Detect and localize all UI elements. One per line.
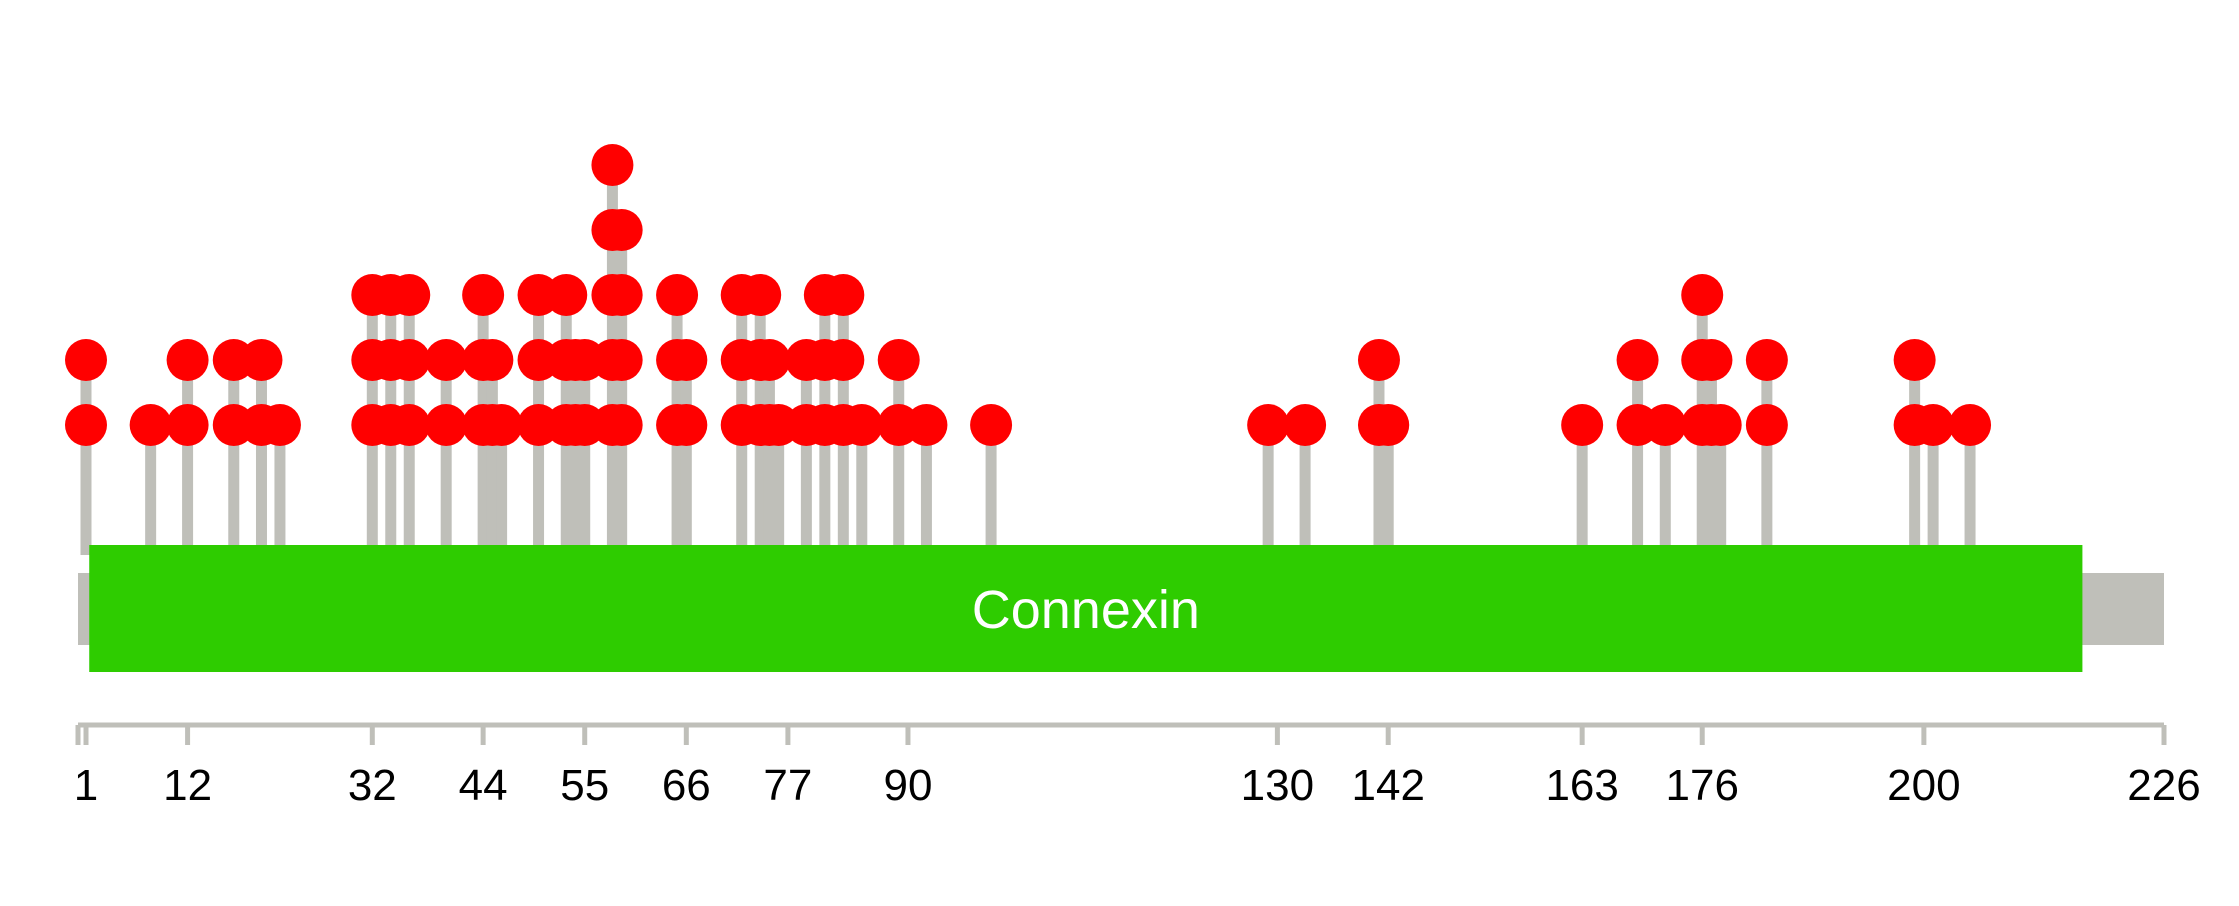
domain-label: Connexin bbox=[972, 580, 1200, 640]
mutation-dot bbox=[905, 404, 948, 446]
mutation-dot bbox=[1367, 404, 1410, 446]
mutation-dot bbox=[822, 339, 865, 381]
mutation-dot bbox=[739, 274, 782, 316]
mutation-dot bbox=[1247, 404, 1290, 446]
mutation-dot bbox=[1284, 404, 1327, 446]
mutation-dot bbox=[840, 404, 883, 446]
mutation-dot bbox=[388, 404, 431, 446]
mutation-dot bbox=[1616, 339, 1659, 381]
mutation-dot bbox=[388, 274, 431, 316]
axis-tick-label: 1 bbox=[74, 761, 98, 810]
mutation-dot bbox=[258, 404, 301, 446]
axis-tick-label: 226 bbox=[2127, 761, 2200, 810]
axis-tick-label: 77 bbox=[763, 761, 812, 810]
mutation-dot bbox=[1644, 404, 1687, 446]
axis-tick-label: 163 bbox=[1545, 761, 1618, 810]
mutation-dot bbox=[388, 339, 431, 381]
mutation-dot bbox=[656, 274, 699, 316]
mutation-dot bbox=[1561, 404, 1604, 446]
axis-tick-label: 12 bbox=[163, 761, 212, 810]
mutation-dot bbox=[425, 404, 468, 446]
axis-tick-label: 32 bbox=[348, 761, 397, 810]
axis-tick-label: 176 bbox=[1666, 761, 1739, 810]
axis-tick-label: 55 bbox=[560, 761, 609, 810]
mutation-dot bbox=[65, 404, 107, 446]
mutation-dot bbox=[1893, 339, 1936, 381]
mutation-dot bbox=[480, 404, 523, 446]
axis-tick-label: 142 bbox=[1352, 761, 1425, 810]
mutation-dot bbox=[1690, 339, 1733, 381]
mutation-dot bbox=[665, 404, 708, 446]
mutation-dots-layer bbox=[65, 144, 1992, 446]
mutation-dot bbox=[65, 339, 107, 381]
mutation-dot bbox=[240, 339, 283, 381]
mutation-dot bbox=[1357, 339, 1400, 381]
mutation-dot bbox=[471, 339, 514, 381]
mutation-dot bbox=[1745, 404, 1788, 446]
mutation-dot bbox=[1949, 404, 1992, 446]
mutation-dot bbox=[1745, 339, 1788, 381]
mutation-dot bbox=[545, 274, 588, 316]
mutation-dot bbox=[970, 404, 1013, 446]
mutation-dot bbox=[462, 274, 505, 316]
mutation-dot bbox=[1681, 274, 1724, 316]
position-axis: 1 12 32 44 55 66 77 90 130 142 163 176 200 226 bbox=[74, 722, 2201, 810]
domain-bar bbox=[89, 545, 2083, 672]
mutation-dot bbox=[1912, 404, 1955, 446]
domain-layer: Connexin bbox=[89, 545, 2083, 672]
axis-tick-label: 130 bbox=[1241, 761, 1314, 810]
axis-tick-label: 90 bbox=[883, 761, 932, 810]
mutation-dot bbox=[166, 404, 209, 446]
mutation-dot bbox=[600, 209, 643, 251]
mutation-dot bbox=[877, 339, 920, 381]
mutation-dot bbox=[591, 144, 634, 186]
axis-tick-label: 200 bbox=[1887, 761, 1960, 810]
mutation-dot bbox=[600, 274, 643, 316]
axis-tick-label: 44 bbox=[459, 761, 508, 810]
mutation-dot bbox=[425, 339, 468, 381]
mutation-dot bbox=[166, 339, 209, 381]
mutation-dot bbox=[600, 339, 643, 381]
mutation-dot bbox=[822, 274, 865, 316]
mutation-dot bbox=[665, 339, 708, 381]
axis-tick-label: 66 bbox=[662, 761, 711, 810]
mutation-dot bbox=[600, 404, 643, 446]
mutation-dot bbox=[1699, 404, 1742, 446]
mutation-dot bbox=[129, 404, 172, 446]
mutation-dot bbox=[748, 339, 791, 381]
